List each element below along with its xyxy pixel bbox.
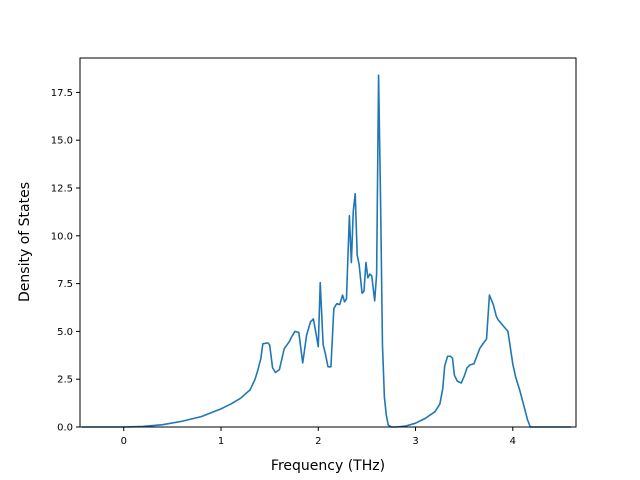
x-axis-label: Frequency (THz) [271,458,385,474]
series-line-0 [81,74,572,428]
y-tick-label: 15.0 [51,136,73,147]
x-tick-label: 0 [121,436,127,447]
y-tick-label: 10.0 [51,231,73,242]
x-axis: 0 1 2 3 4 [121,427,516,447]
x-tick-label: 1 [218,436,224,447]
y-axis-label: Density of States [17,182,33,302]
x-tick-label: 2 [315,436,321,447]
y-axis: 0.0 2.5 5.0 7.5 10.0 12.5 15.0 17.5 [51,88,80,434]
y-tick-label: 5.0 [57,327,73,338]
y-tick-label: 7.5 [57,279,73,290]
series-layer [81,74,572,428]
plot-background [80,58,576,427]
x-tick-label: 3 [412,436,418,447]
plot-frame [79,57,577,428]
y-tick-label: 12.5 [51,184,73,195]
y-tick-label: 2.5 [57,375,73,386]
x-tick-label: 4 [510,436,516,447]
y-tick-label: 0.0 [57,423,73,434]
y-tick-label: 17.5 [51,88,73,99]
